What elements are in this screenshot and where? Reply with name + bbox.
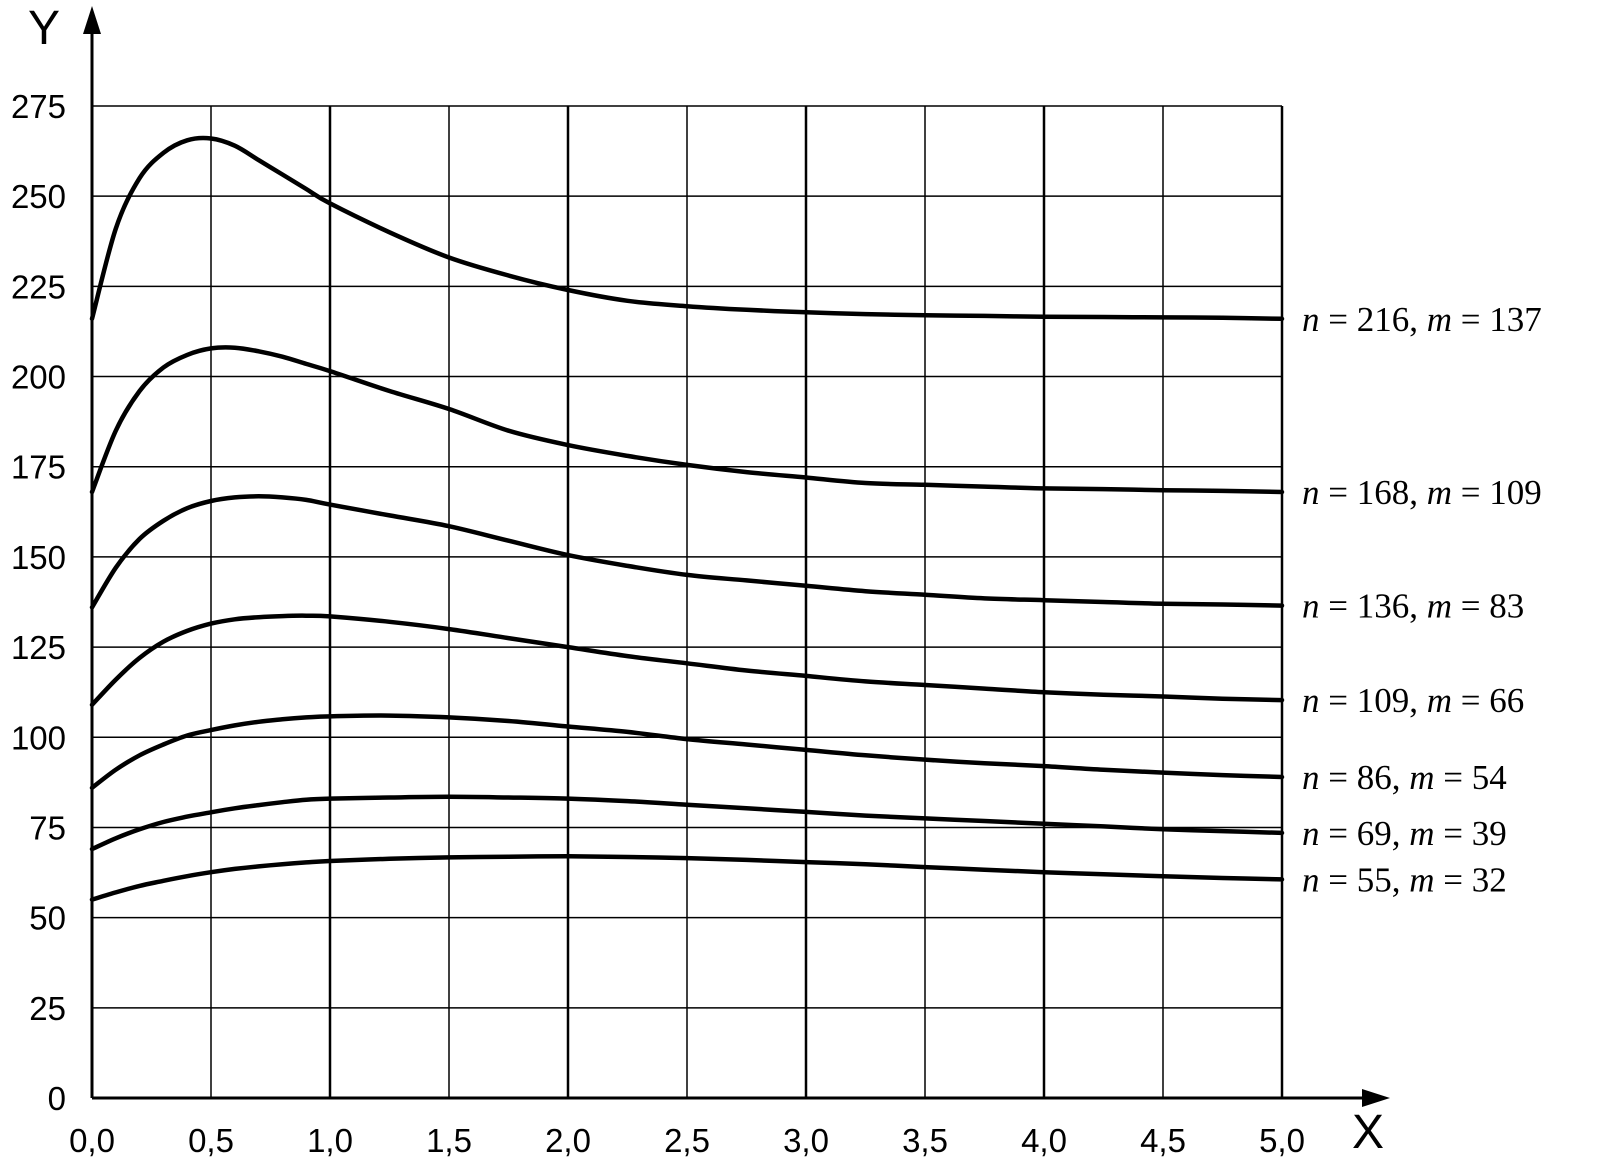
y-tick-label: 75 [29,809,66,846]
y-tick-label: 175 [11,449,66,486]
x-axis-title: X [1352,1106,1384,1159]
x-axis-arrow [1362,1089,1390,1107]
series-label-n168: n = 168, m = 109 [1302,473,1542,512]
x-tick-label: 0,5 [188,1122,234,1159]
series-curve-n216 [89,135,1285,322]
x-tick-label: 0,0 [69,1122,115,1159]
series-curve-n168 [89,345,1285,495]
y-tick-label: 150 [11,539,66,576]
y-tick-label: 225 [11,268,66,305]
y-tick-label: 100 [11,719,66,756]
series-label-n69: n = 69, m = 39 [1302,814,1507,853]
series-label-n216: n = 216, m = 137 [1302,300,1542,339]
series-label-n136: n = 136, m = 83 [1302,587,1524,626]
series-curve-n109 [89,613,1285,708]
axes [83,6,1390,1107]
x-tick-label: 4,5 [1140,1122,1186,1159]
series-label-n86: n = 86, m = 54 [1302,758,1507,797]
series-curve-n69 [89,794,1285,852]
series-curve-n86 [89,713,1285,791]
x-tick-label: 3,0 [783,1122,829,1159]
series-curve-n55 [89,854,1285,902]
x-tick-label: 2,0 [545,1122,591,1159]
x-tick-label: 4,0 [1021,1122,1067,1159]
y-axis-arrow [83,6,101,34]
y-tick-label: 0 [48,1080,66,1117]
x-tick-label: 2,5 [664,1122,710,1159]
x-tick-label: 1,0 [307,1122,353,1159]
x-tick-label: 1,5 [426,1122,472,1159]
series-labels: n = 216, m = 137 n = 168, m = 109 n = 136,… [1302,300,1542,900]
x-tick-labels: 0,0 0,5 1,0 1,5 2,0 2,5 3,0 3,5 4,0 4,5 5,0 [69,1122,1305,1159]
series-curves [89,135,1285,902]
series-curve-n136 [89,494,1285,610]
y-tick-label: 275 [11,88,66,125]
series-label-n109: n = 109, m = 66 [1302,681,1524,720]
y-tick-labels: 0 25 50 75 100 125 150 175 200 225 250 275 [11,88,66,1117]
x-tick-label: 3,5 [902,1122,948,1159]
x-tick-label: 5,0 [1259,1122,1305,1159]
y-tick-label: 200 [11,359,66,396]
y-axis-title: Y [28,2,60,55]
y-tick-label: 50 [29,900,66,937]
y-tick-label: 125 [11,629,66,666]
y-tick-label: 25 [29,990,66,1027]
series-label-n55: n = 55, m = 32 [1302,860,1507,899]
y-tick-label: 250 [11,178,66,215]
